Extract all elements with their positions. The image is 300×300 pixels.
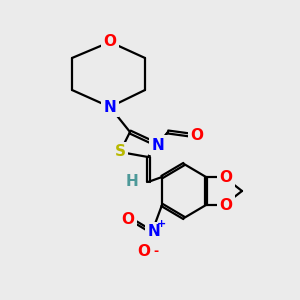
Text: N: N <box>103 100 116 115</box>
Text: N: N <box>152 137 164 152</box>
Text: +: + <box>156 219 166 229</box>
Text: H: H <box>126 175 138 190</box>
Text: O: O <box>137 244 151 260</box>
Text: O: O <box>220 197 232 212</box>
Text: -: - <box>153 245 159 259</box>
Text: S: S <box>115 145 125 160</box>
Text: O: O <box>122 212 134 227</box>
Text: O: O <box>190 128 203 142</box>
Text: O: O <box>103 34 116 50</box>
Text: N: N <box>148 224 160 239</box>
Text: O: O <box>220 169 232 184</box>
